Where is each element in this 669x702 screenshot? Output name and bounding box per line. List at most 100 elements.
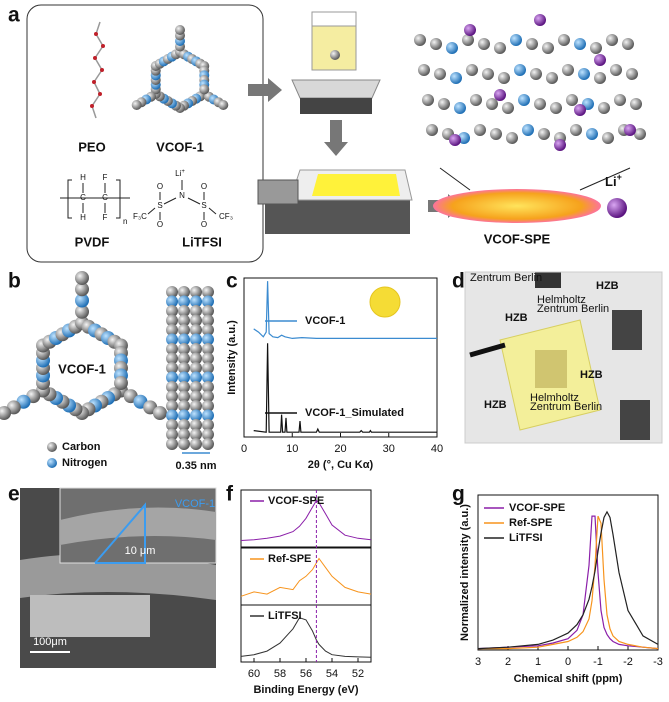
atom-sphere xyxy=(178,381,190,393)
structure-label: VCOF-1 xyxy=(58,361,106,376)
legend-label: Ref-SPE xyxy=(268,553,311,565)
atom-sphere xyxy=(570,124,582,136)
atom-sphere xyxy=(190,295,202,308)
inset-layer xyxy=(60,507,216,545)
atom-sphere xyxy=(330,50,340,60)
atom-charge: + xyxy=(181,169,185,175)
atom-sphere xyxy=(113,376,128,390)
atom-sphere xyxy=(190,371,202,384)
atom-sphere xyxy=(190,324,202,336)
atom-sphere xyxy=(190,390,202,403)
atom-sphere xyxy=(478,38,490,50)
atom-sphere xyxy=(542,42,554,54)
atom-sphere xyxy=(624,124,636,136)
component-label: PVDF xyxy=(75,234,110,249)
atom-sphere xyxy=(566,94,578,106)
stirrer xyxy=(291,79,381,99)
atom-sphere xyxy=(464,24,476,36)
legend-label: VCOF-SPE xyxy=(268,495,324,507)
atom-sphere xyxy=(166,390,178,403)
component-label: VCOF-1 xyxy=(156,139,204,154)
atom-sphere xyxy=(202,390,214,403)
x-tick-label: 56 xyxy=(300,668,312,680)
ion-label: Li+ xyxy=(605,172,622,189)
atom-sphere xyxy=(634,128,646,140)
legend-swatch xyxy=(47,458,57,468)
atom-sphere xyxy=(190,333,202,346)
atom-sphere xyxy=(75,304,89,319)
atom-sphere xyxy=(606,34,618,46)
atom-sphere xyxy=(178,352,190,365)
x-tick-label: 40 xyxy=(431,443,443,455)
product-label: VCOF-SPE xyxy=(484,231,551,246)
plot-frame xyxy=(477,494,659,651)
atom-sphere xyxy=(190,286,202,298)
atom-sphere xyxy=(522,124,534,136)
legend-label: LiTFSI xyxy=(268,610,302,622)
legend-label: LiTFSI xyxy=(509,532,543,544)
electrolyte-disk xyxy=(433,189,601,223)
atom-sphere xyxy=(166,409,178,422)
legend-label: VCOF-SPE xyxy=(509,502,565,514)
x-axis-title: Chemical shift (ppm) xyxy=(514,673,623,685)
inset-label: VCOF-1 xyxy=(175,498,215,510)
photo-text: HZB xyxy=(596,280,619,292)
atom-sphere xyxy=(454,102,466,114)
atom-sphere xyxy=(178,314,190,327)
atom-sphere xyxy=(178,371,190,384)
legend-label: Nitrogen xyxy=(62,457,108,469)
atom-sphere xyxy=(202,419,214,431)
atom-label: O xyxy=(157,220,163,229)
atom-label: H xyxy=(80,173,86,182)
x-tick-label: 54 xyxy=(326,668,338,680)
atom-label: F₃C xyxy=(133,212,147,221)
atom-sphere xyxy=(202,400,214,412)
sample-photo xyxy=(369,286,401,318)
panel-label: a xyxy=(8,4,20,27)
atom-sphere xyxy=(202,314,214,327)
atom-sphere xyxy=(590,42,602,54)
atom-label: O xyxy=(157,182,163,191)
atom-sphere xyxy=(630,98,642,110)
logo-through-film xyxy=(535,350,567,388)
atom-sphere xyxy=(166,371,178,384)
atom-sphere xyxy=(574,38,586,50)
atom-sphere xyxy=(202,286,214,298)
atom-sphere xyxy=(178,343,190,355)
atom-sphere xyxy=(494,89,506,101)
atom-sphere xyxy=(75,271,89,285)
atom-sphere xyxy=(598,102,610,114)
data-line xyxy=(240,557,372,597)
atom-sphere xyxy=(166,286,178,298)
atom-label: F xyxy=(103,213,108,222)
photo-text: HZB xyxy=(505,312,528,324)
atom-sphere xyxy=(178,324,190,336)
beaker-top xyxy=(311,11,357,27)
atom-sphere xyxy=(166,333,178,346)
photo-text: Zentrum Berlin xyxy=(530,401,602,413)
atom-sphere xyxy=(202,295,214,308)
zoom-triangle xyxy=(94,502,146,564)
atom-sphere xyxy=(190,305,202,317)
atom-sphere xyxy=(178,390,190,403)
atom-sphere xyxy=(550,102,562,114)
atom-sphere xyxy=(166,362,178,374)
atom-sphere xyxy=(178,295,190,308)
tu-logo xyxy=(535,272,561,288)
atom-sphere xyxy=(622,38,634,50)
atom-sphere xyxy=(446,42,458,54)
atom-sphere xyxy=(494,42,506,54)
zoom-line xyxy=(579,167,631,191)
atom-sphere xyxy=(190,343,202,355)
atom-sphere xyxy=(534,98,546,110)
atom-sphere xyxy=(166,314,178,327)
atom-sphere xyxy=(190,381,202,393)
atom-sphere xyxy=(190,400,202,412)
atom-sphere xyxy=(450,72,462,84)
atom-sphere xyxy=(202,371,214,384)
atom-sphere xyxy=(166,352,178,365)
atom-sphere xyxy=(190,409,202,422)
panel-label: d xyxy=(452,270,465,293)
